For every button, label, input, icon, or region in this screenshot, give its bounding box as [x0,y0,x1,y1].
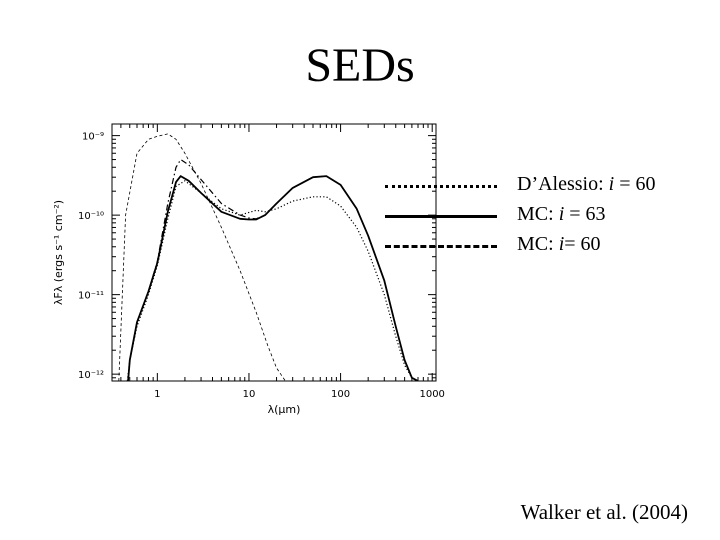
x-tick-label: 1 [154,389,160,400]
x-axis-label: λ(μm) [268,403,301,416]
y-tick-label: 10⁻¹¹ [78,291,104,302]
legend-entry: D’Alessio: i = 60 [385,173,705,199]
slide-title: SEDs [305,39,415,92]
legend-line-solid [385,215,497,218]
y-axis-label: λFλ (ergs s⁻¹ cm⁻²) [52,200,65,305]
y-tick-label: 10⁻¹² [78,370,104,381]
series-line-solid [127,175,419,381]
series-line-dashdot [127,159,419,381]
legend-label-suffix: = 63 [564,203,606,225]
legend-label-variable: i [558,203,565,225]
legend-label-prefix: MC: [517,233,559,255]
legend-label: MC: i = 63 [517,203,606,226]
y-tick-label: 10⁻¹⁰ [78,211,104,222]
legend-label-variable: i [558,233,565,255]
legend-label-variable: i [608,173,615,195]
x-tick-label: 100 [331,389,350,400]
series-line-dotted [126,180,419,381]
legend-entry: MC: i= 60 [385,233,705,259]
citation: Walker et al. (2004) [520,500,688,524]
plot-frame [111,123,437,382]
legend-label-suffix: = 60 [564,233,601,255]
x-tick-label: 1000 [419,389,444,400]
series-line-thin-dashed [118,133,286,381]
legend-label-suffix: = 60 [614,173,656,195]
legend-entry: MC: i = 63 [385,203,705,229]
x-tick-label: 10 [243,389,256,400]
legend-label: MC: i= 60 [517,233,601,256]
y-tick-label: 10⁻⁹ [82,132,104,143]
legend-line-dotted [385,185,497,188]
legend-label-prefix: MC: [517,203,559,225]
legend-line-dashdot [385,245,497,248]
legend-label-prefix: D’Alessio: [517,173,609,195]
legend-label: D’Alessio: i = 60 [517,173,656,196]
